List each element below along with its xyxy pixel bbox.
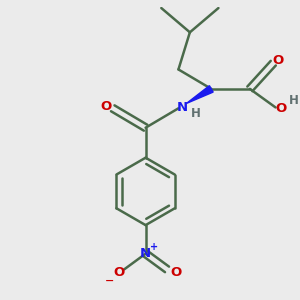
Text: H: H [289,94,299,107]
Text: O: O [275,102,286,116]
Text: O: O [171,266,182,279]
Text: O: O [273,54,284,68]
Text: −: − [104,276,114,286]
Text: O: O [114,266,125,279]
Text: N: N [177,101,188,114]
Text: +: + [149,242,158,251]
Polygon shape [186,86,213,104]
Text: N: N [140,247,151,260]
Text: O: O [101,100,112,113]
Text: H: H [191,107,201,120]
